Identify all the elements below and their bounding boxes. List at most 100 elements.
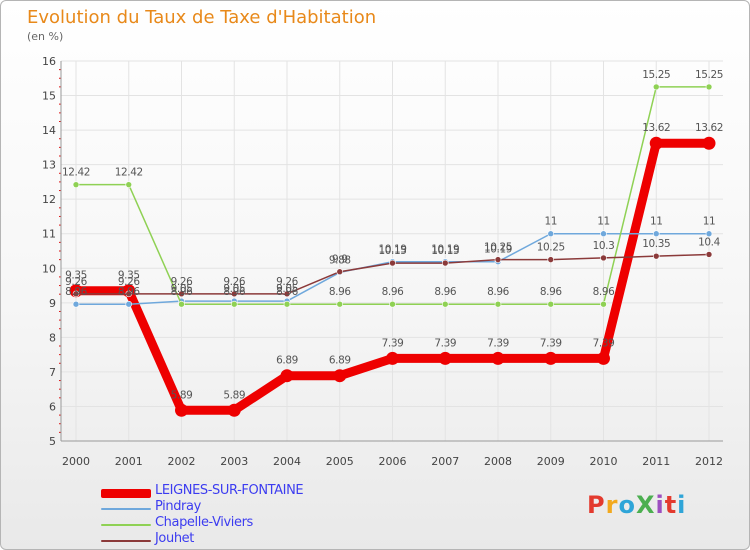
data-label-chapelle-viviers: 8.96: [223, 286, 245, 298]
data-point-leignes: [227, 403, 241, 417]
data-label-chapelle-viviers: 8.96: [434, 286, 456, 298]
data-label-leignes: 7.39: [487, 337, 509, 349]
data-label-chapelle-viviers: 8.96: [540, 286, 562, 298]
data-point-pindray: [547, 230, 555, 238]
data-point-pindray: [705, 230, 713, 238]
data-label-jouhet: 10.15: [378, 245, 406, 257]
y-tick-label: 8: [49, 331, 56, 344]
data-labels: 9.35 9.35 5.89 5.89 6.89 6.89 7.39 7.39 7.39 7.39…: [62, 69, 723, 401]
data-point-pindray: [125, 300, 133, 308]
data-label-chapelle-viviers: 8.96: [276, 286, 298, 298]
data-label-leignes: 6.89: [329, 355, 351, 367]
data-label-leignes: 13.62: [642, 122, 670, 134]
data-label-jouhet: 10.3: [593, 240, 615, 252]
logo-letter: P: [587, 491, 606, 519]
data-point-chapelle-viviers: [72, 181, 80, 188]
data-point-jouhet: [494, 256, 502, 263]
data-label-pindray: 11: [597, 216, 610, 228]
data-point-jouhet: [389, 259, 396, 267]
legend-label-leignes: LEIGNES-SUR-FONTAINE: [155, 483, 304, 498]
y-tick-label: 5: [49, 435, 56, 448]
data-label-leignes: 7.39: [382, 337, 404, 349]
logo-letter: i: [655, 491, 665, 519]
data-point-chapelle-viviers: [389, 300, 396, 308]
data-point-jouhet: [72, 290, 80, 298]
x-tick-label: 2003: [220, 455, 248, 468]
data-label-pindray: 11: [544, 216, 557, 228]
data-point-jouhet: [652, 252, 660, 260]
data-label-leignes: 5.89: [223, 389, 245, 401]
y-tick-label: 14: [42, 124, 56, 137]
data-label-pindray: 9.05: [171, 283, 193, 295]
data-point-chapelle-viviers: [547, 300, 555, 308]
data-label-leignes: 9.35: [65, 270, 87, 282]
data-label-chapelle-viviers: 12.42: [115, 167, 143, 179]
y-tick-label: 12: [42, 193, 56, 206]
axes: 5 6 7 8 9 10 11 12 13 14 15 16 2000 2001 2002 2003 2004 2…: [42, 55, 723, 468]
data-point-chapelle-viviers: [652, 83, 660, 91]
x-tick-label: 2000: [62, 455, 90, 468]
data-label-leignes: 7.39: [540, 337, 562, 349]
data-label-leignes: 7.39: [434, 337, 456, 349]
data-label-pindray: 10.19: [431, 244, 459, 256]
data-label-jouhet: 9.26: [171, 276, 193, 288]
chart-title: Evolution du Taux de Taxe d'Habitation: [27, 7, 377, 28]
x-tick-label: 2005: [326, 455, 354, 468]
data-label-chapelle-viviers: 15.25: [695, 69, 723, 81]
data-label-pindray: 8.96: [65, 286, 87, 298]
data-label-chapelle-viviers: 8.96: [593, 286, 615, 298]
data-label-jouhet: 10.4: [698, 236, 720, 248]
data-point-chapelle-viviers: [230, 300, 238, 308]
data-label-pindray: 9.05: [223, 283, 245, 295]
data-point-pindray: [600, 230, 607, 238]
data-point-jouhet: [600, 254, 607, 262]
data-label-chapelle-viviers: 8.96: [382, 286, 404, 298]
data-label-leignes: 13.62: [695, 122, 723, 134]
data-label-leignes: 6.89: [276, 355, 298, 367]
legend-label-chapelle-viviers: Chapelle-Viviers: [155, 515, 253, 530]
y-tick-label: 15: [42, 90, 56, 103]
data-point-pindray: [652, 230, 660, 238]
data-point-chapelle-viviers: [600, 300, 607, 308]
data-point-leignes: [280, 369, 294, 383]
data-point-leignes: [386, 351, 399, 365]
data-point-chapelle-viviers: [283, 300, 291, 308]
x-tick-label: 2010: [590, 455, 618, 468]
data-point-chapelle-viviers: [178, 300, 185, 308]
legend-swatch-jouhet: [101, 540, 151, 542]
data-label-jouhet: 10.15: [431, 245, 459, 257]
data-point-jouhet: [547, 256, 555, 263]
y-tick-label: 9: [49, 297, 56, 310]
data-label-pindray: 9.88: [329, 254, 351, 266]
data-point-leignes: [491, 351, 505, 365]
legend-swatch-pindray: [101, 508, 151, 510]
data-point-leignes: [175, 403, 188, 417]
data-point-leignes: [333, 369, 347, 383]
data-label-leignes: 5.89: [171, 389, 193, 401]
data-label-chapelle-viviers: 8.96: [487, 286, 509, 298]
data-label-chapelle-viviers: 8.96: [171, 286, 193, 298]
data-label-leignes: 9.35: [118, 270, 140, 282]
data-point-pindray: [72, 300, 80, 308]
data-point-leignes: [702, 136, 716, 150]
y-unit-label: (en %): [27, 30, 64, 43]
proxiti-logo: ProXiti: [587, 491, 686, 519]
data-point-chapelle-viviers: [494, 300, 502, 308]
data-label-pindray: 9.05: [276, 283, 298, 295]
series-lines: [69, 83, 716, 417]
data-label-pindray: 11: [703, 216, 716, 228]
x-tick-label: 2011: [642, 455, 670, 468]
legend-swatch-leignes: [101, 489, 151, 498]
legend-swatch-chapelle-viviers: [101, 524, 151, 526]
data-label-jouhet: 10.25: [537, 242, 565, 254]
data-label-pindray: 10.19: [484, 244, 512, 256]
data-label-jouhet: 10.35: [642, 238, 670, 250]
data-label-jouhet: 9.26: [118, 276, 140, 288]
x-tick-label: 2002: [168, 455, 196, 468]
x-tick-label: 2007: [431, 455, 459, 468]
y-tick-label: 13: [42, 159, 56, 172]
data-point-chapelle-viviers: [705, 83, 713, 91]
y-tick-label: 7: [49, 366, 56, 379]
logo-letter: X: [635, 491, 656, 519]
data-point-jouhet: [230, 290, 238, 298]
